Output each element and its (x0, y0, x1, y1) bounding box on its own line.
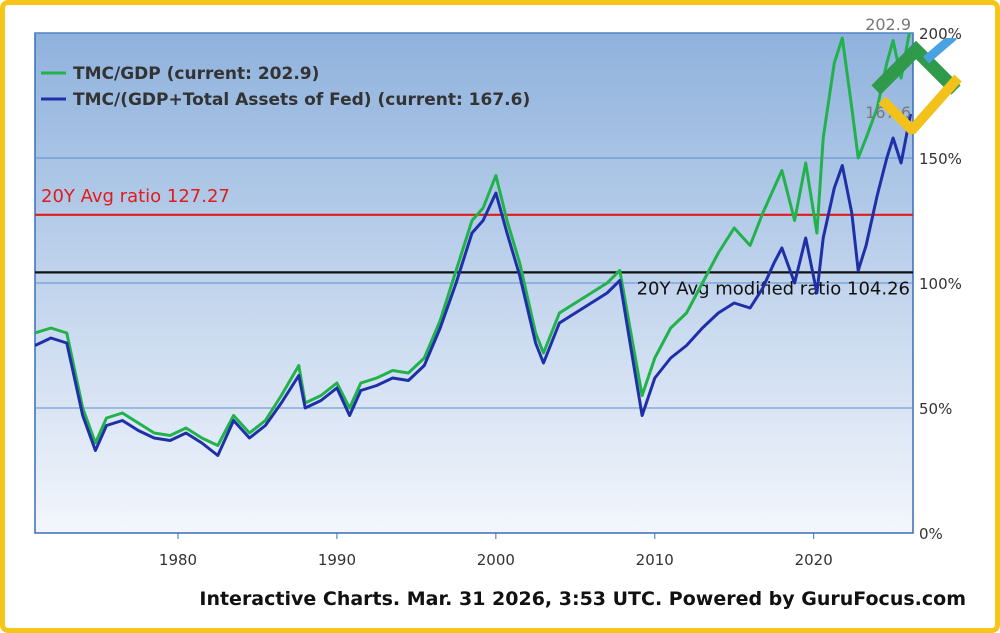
series-line (35, 113, 913, 457)
brand-logo (871, 38, 962, 134)
legend-label: TMC/GDP (current: 202.9) (73, 64, 319, 84)
chart-footer: Interactive Charts. Mar. 31 2026, 3:53 U… (199, 588, 966, 610)
reference-label: 20Y Avg ratio 127.27 (41, 186, 230, 207)
y-tick-label: 150% (919, 150, 962, 168)
x-tick-label: 2010 (636, 551, 674, 569)
x-tick-label: 2020 (795, 551, 833, 569)
axes: 0%50%100%150%200%1980 1990 2000 2010 2020 (159, 25, 962, 569)
reference-lines: 20Y Avg ratio 127.27 20Y Avg modified rat… (35, 186, 913, 299)
reference-label: 20Y Avg modified ratio 104.26 (637, 278, 910, 299)
y-tick-label: 50% (919, 400, 952, 418)
y-tick-label: 100% (919, 275, 962, 293)
series-line (35, 33, 911, 447)
legend: TMC/GDP (current: 202.9) TMC/(GDP+Total A… (41, 64, 530, 110)
x-tick-label: 1980 (159, 551, 197, 569)
grid (35, 32, 913, 409)
x-tick-label: 1990 (318, 551, 356, 569)
legend-label: TMC/(GDP+Total Assets of Fed) (current: … (73, 90, 530, 110)
x-tick-label: 2000 (477, 551, 515, 569)
series-layer (35, 33, 913, 457)
y-tick-label: 0% (919, 525, 943, 543)
series-end-label: 202.9 (865, 15, 911, 34)
